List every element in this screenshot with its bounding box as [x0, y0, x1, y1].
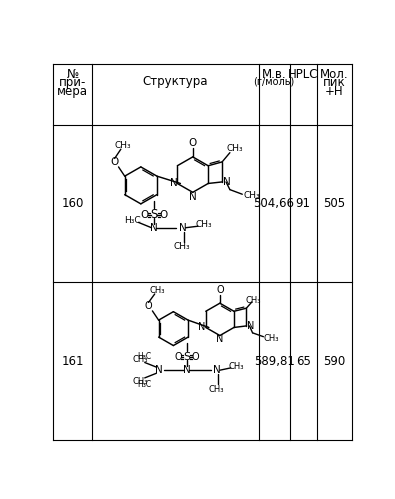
- Text: 65: 65: [296, 355, 310, 368]
- Text: 589,81: 589,81: [254, 355, 295, 368]
- Text: CH₃: CH₃: [228, 362, 244, 371]
- Text: O: O: [189, 138, 197, 148]
- Text: М.в.: М.в.: [262, 67, 286, 80]
- Text: O: O: [216, 285, 224, 295]
- Text: N: N: [179, 223, 186, 233]
- Text: CH₃: CH₃: [263, 334, 279, 343]
- Text: CH₃: CH₃: [243, 191, 260, 200]
- Text: CH₃: CH₃: [115, 141, 132, 150]
- Text: HPLC: HPLC: [288, 67, 318, 80]
- Text: при-: при-: [59, 76, 87, 89]
- Text: N: N: [216, 334, 224, 344]
- Text: O: O: [145, 300, 152, 310]
- Text: 505: 505: [323, 197, 345, 210]
- Text: N: N: [155, 365, 163, 375]
- Text: CH₃: CH₃: [227, 144, 244, 153]
- Text: N: N: [183, 365, 190, 375]
- Text: N: N: [189, 192, 197, 202]
- Text: CH₃: CH₃: [173, 243, 190, 251]
- Text: №: №: [66, 67, 79, 80]
- Text: S: S: [183, 352, 190, 362]
- Text: N: N: [223, 177, 231, 187]
- Text: H₃C: H₃C: [124, 216, 141, 226]
- Text: N: N: [246, 321, 254, 331]
- Text: 160: 160: [62, 197, 84, 210]
- Text: O: O: [191, 352, 199, 362]
- Text: 161: 161: [61, 355, 84, 368]
- Text: O: O: [174, 352, 182, 362]
- Text: S: S: [150, 208, 158, 221]
- Text: CH₃: CH₃: [196, 220, 213, 229]
- Text: N: N: [213, 365, 221, 375]
- Text: N: N: [169, 179, 177, 189]
- Text: 590: 590: [323, 355, 345, 368]
- Text: N: N: [198, 322, 205, 332]
- Text: CH₃: CH₃: [246, 296, 261, 305]
- Text: +H: +H: [325, 84, 344, 97]
- Text: CH₃: CH₃: [132, 377, 148, 386]
- Text: CH₃: CH₃: [132, 355, 148, 364]
- Text: Структура: Структура: [143, 74, 208, 87]
- Text: (г/моль): (г/моль): [254, 76, 295, 86]
- Text: H₃C: H₃C: [137, 380, 151, 389]
- Text: Мол.: Мол.: [320, 67, 348, 80]
- Text: пик: пик: [323, 76, 346, 89]
- Text: 504,66: 504,66: [254, 197, 295, 210]
- Text: O: O: [140, 210, 149, 220]
- Text: CH₃: CH₃: [208, 385, 224, 394]
- Text: 91: 91: [296, 197, 311, 210]
- Text: CH₃: CH₃: [149, 285, 165, 294]
- Text: мера: мера: [57, 84, 88, 97]
- Text: N: N: [150, 223, 158, 233]
- Text: O: O: [111, 157, 119, 167]
- Text: H₃C: H₃C: [137, 352, 151, 361]
- Text: O: O: [159, 210, 167, 220]
